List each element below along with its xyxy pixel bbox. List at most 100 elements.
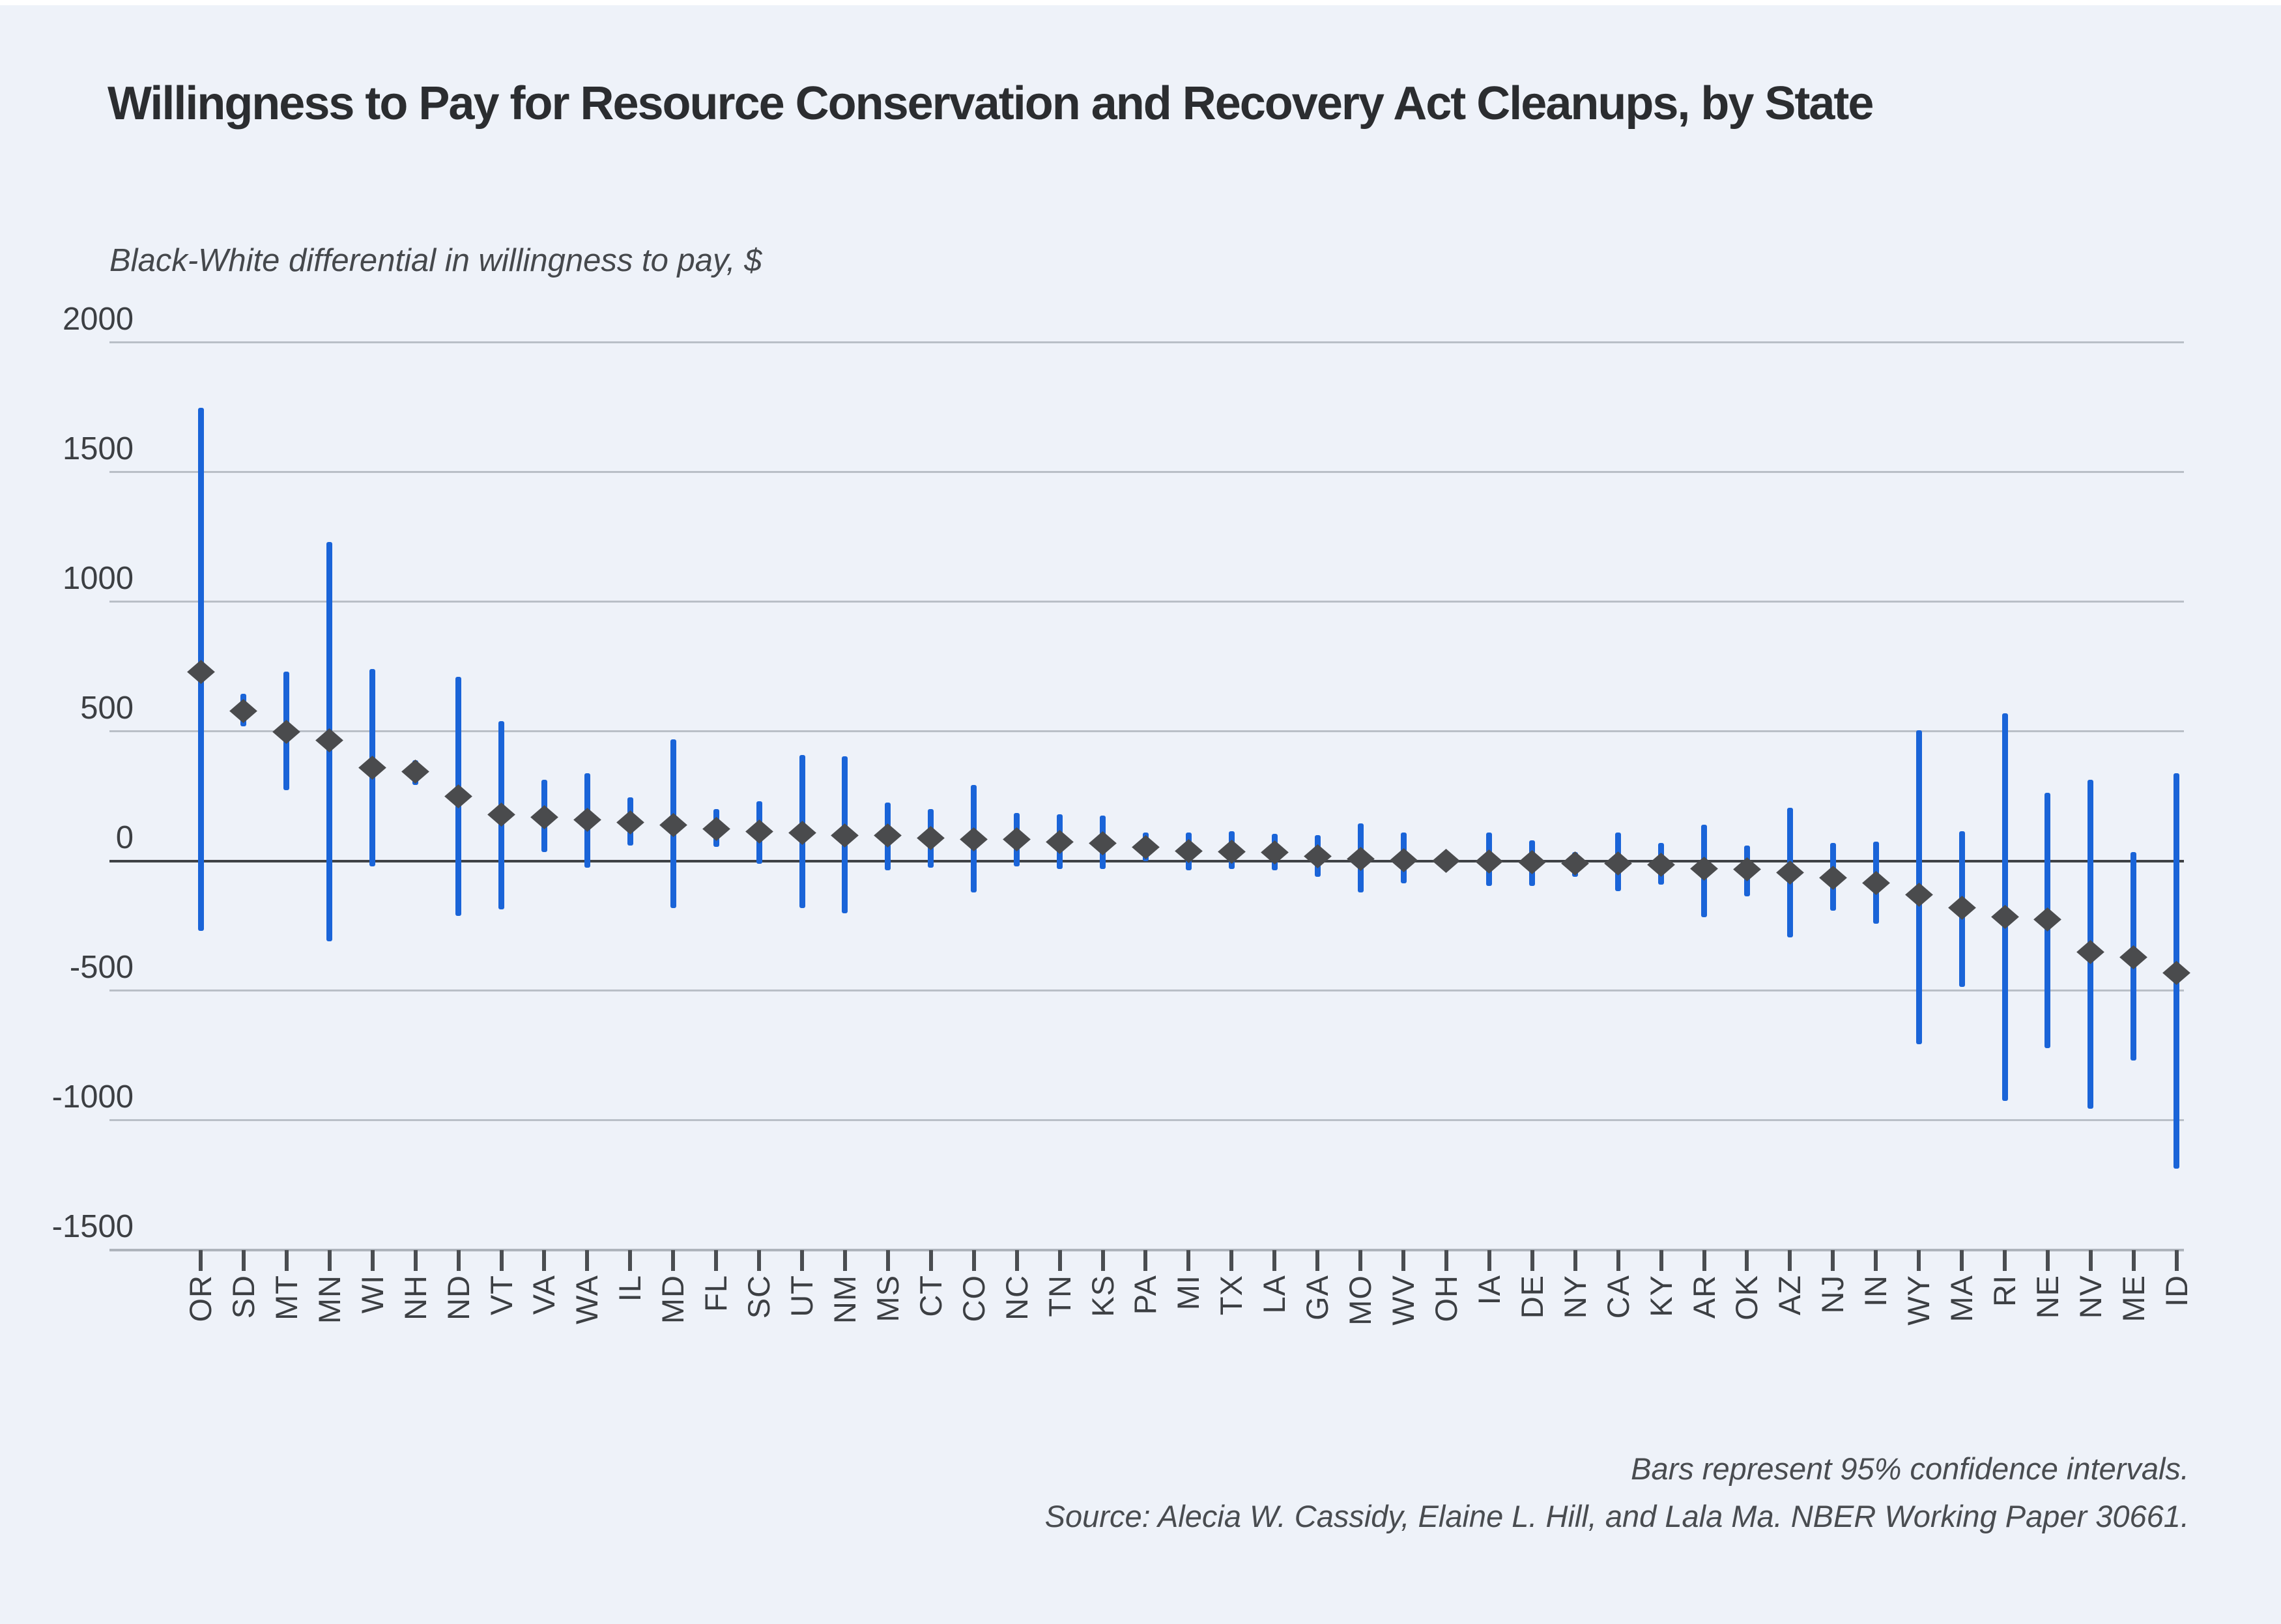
x-tick-label-state: GA	[1300, 1275, 1335, 1320]
x-tick-label-state: PA	[1128, 1275, 1163, 1315]
x-tick	[1100, 1250, 1105, 1271]
data-point-marker	[745, 819, 773, 844]
y-tick-label: 1000	[62, 561, 134, 596]
data-point-marker	[1561, 851, 1590, 876]
data-point-marker	[616, 810, 644, 834]
y-tick-label: 1500	[62, 431, 134, 466]
zero-line	[109, 860, 2184, 862]
x-tick	[1745, 1250, 1749, 1271]
x-tick	[1702, 1250, 1706, 1271]
data-point-marker	[1432, 848, 1461, 873]
x-tick	[971, 1250, 976, 1271]
x-tick-label-state: TX	[1214, 1275, 1249, 1316]
data-point-marker	[401, 760, 430, 784]
x-tick-label-state: ND	[440, 1275, 476, 1320]
y-tick-label: -500	[69, 950, 134, 985]
x-tick	[284, 1250, 289, 1271]
x-tick-label-state: WI	[354, 1275, 390, 1314]
x-tick	[1917, 1250, 1921, 1271]
data-point-marker	[2076, 939, 2105, 964]
x-tick	[714, 1250, 719, 1271]
x-tick-label-state: WA	[569, 1275, 605, 1324]
x-tick	[1358, 1250, 1363, 1271]
x-tick-label-state: OH	[1428, 1275, 1463, 1322]
x-tick	[928, 1250, 933, 1271]
x-tick-label-state: KS	[1085, 1275, 1120, 1317]
gridline	[109, 990, 2184, 991]
data-point-marker	[1990, 905, 2019, 930]
x-tick-label-state: MN	[311, 1275, 347, 1324]
data-point-marker	[1003, 827, 1031, 852]
x-tick	[1659, 1250, 1663, 1271]
x-tick	[499, 1250, 504, 1271]
x-tick	[2045, 1250, 2050, 1271]
x-tick	[327, 1250, 332, 1271]
x-tick	[241, 1250, 246, 1271]
y-axis-title: Black-White differential in willingness …	[109, 243, 762, 278]
data-point-marker	[1818, 866, 1847, 890]
gridline	[109, 471, 2184, 473]
data-point-marker	[788, 820, 816, 845]
x-tick	[1057, 1250, 1062, 1271]
x-tick-label-state: MD	[655, 1275, 691, 1324]
x-tick	[1616, 1250, 1620, 1271]
x-tick-label-state: IA	[1471, 1275, 1506, 1305]
x-tick-label-state: RI	[1987, 1275, 2022, 1307]
x-tick	[1487, 1250, 1491, 1271]
x-tick-label-state: NV	[2073, 1275, 2108, 1319]
x-tick-label-state: SC	[741, 1275, 777, 1319]
data-point-marker	[2033, 907, 2062, 932]
data-point-marker	[1604, 851, 1633, 876]
x-tick-label-state: LA	[1257, 1275, 1292, 1314]
x-tick	[2088, 1250, 2093, 1271]
x-tick-label-state: AZ	[1772, 1275, 1807, 1316]
x-tick-label-state: FL	[698, 1275, 734, 1312]
data-point-marker	[272, 719, 301, 744]
page-top-edge	[0, 0, 2281, 5]
x-tick	[1831, 1250, 1835, 1271]
data-point-marker	[1518, 850, 1547, 875]
footnote: Bars represent 95% confidence intervals.…	[1045, 1445, 2189, 1540]
x-tick	[757, 1250, 762, 1271]
x-tick-label-state: MI	[1171, 1275, 1206, 1311]
chart-title: Willingness to Pay for Resource Conserva…	[108, 78, 1874, 130]
x-tick-label-state: CO	[956, 1275, 991, 1322]
data-point-marker	[573, 807, 601, 832]
x-tick	[199, 1250, 203, 1271]
data-point-marker	[960, 827, 988, 851]
data-point-marker	[1046, 829, 1074, 854]
data-point-marker	[1776, 861, 1804, 885]
x-tick	[370, 1250, 375, 1271]
x-tick-label-state: MS	[870, 1275, 905, 1322]
y-tick-label: 2000	[62, 302, 134, 337]
x-tick-label-state: WY	[1901, 1275, 1936, 1326]
data-point-marker	[1861, 871, 1890, 896]
x-tick	[1444, 1250, 1448, 1271]
x-tick	[842, 1250, 847, 1271]
data-point-marker	[186, 659, 215, 684]
x-tick	[2131, 1250, 2136, 1271]
x-tick-label-state: CA	[1600, 1275, 1635, 1319]
x-tick-label-state: WV	[1386, 1275, 1421, 1326]
data-point-marker	[1303, 844, 1332, 868]
data-point-marker	[2119, 945, 2148, 969]
data-point-marker	[874, 823, 902, 848]
x-tick	[542, 1250, 547, 1271]
x-tick-label-state: DE	[1514, 1275, 1549, 1319]
x-tick-label-state: NM	[827, 1275, 862, 1324]
x-tick	[585, 1250, 590, 1271]
x-tick	[628, 1250, 633, 1271]
footnote-line-source: Source: Alecia W. Cassidy, Elaine L. Hil…	[1044, 1499, 2189, 1533]
data-point-marker	[2162, 960, 2191, 985]
x-tick-label-state: NE	[2030, 1275, 2065, 1319]
gridline	[109, 601, 2184, 603]
data-point-marker	[1389, 848, 1418, 872]
x-tick-label-state: AR	[1686, 1275, 1721, 1319]
data-point-marker	[1132, 834, 1160, 859]
data-point-marker	[229, 698, 258, 723]
x-tick	[885, 1250, 890, 1271]
x-tick	[1229, 1250, 1234, 1271]
gridline	[109, 730, 2184, 732]
x-tick	[2003, 1250, 2007, 1271]
